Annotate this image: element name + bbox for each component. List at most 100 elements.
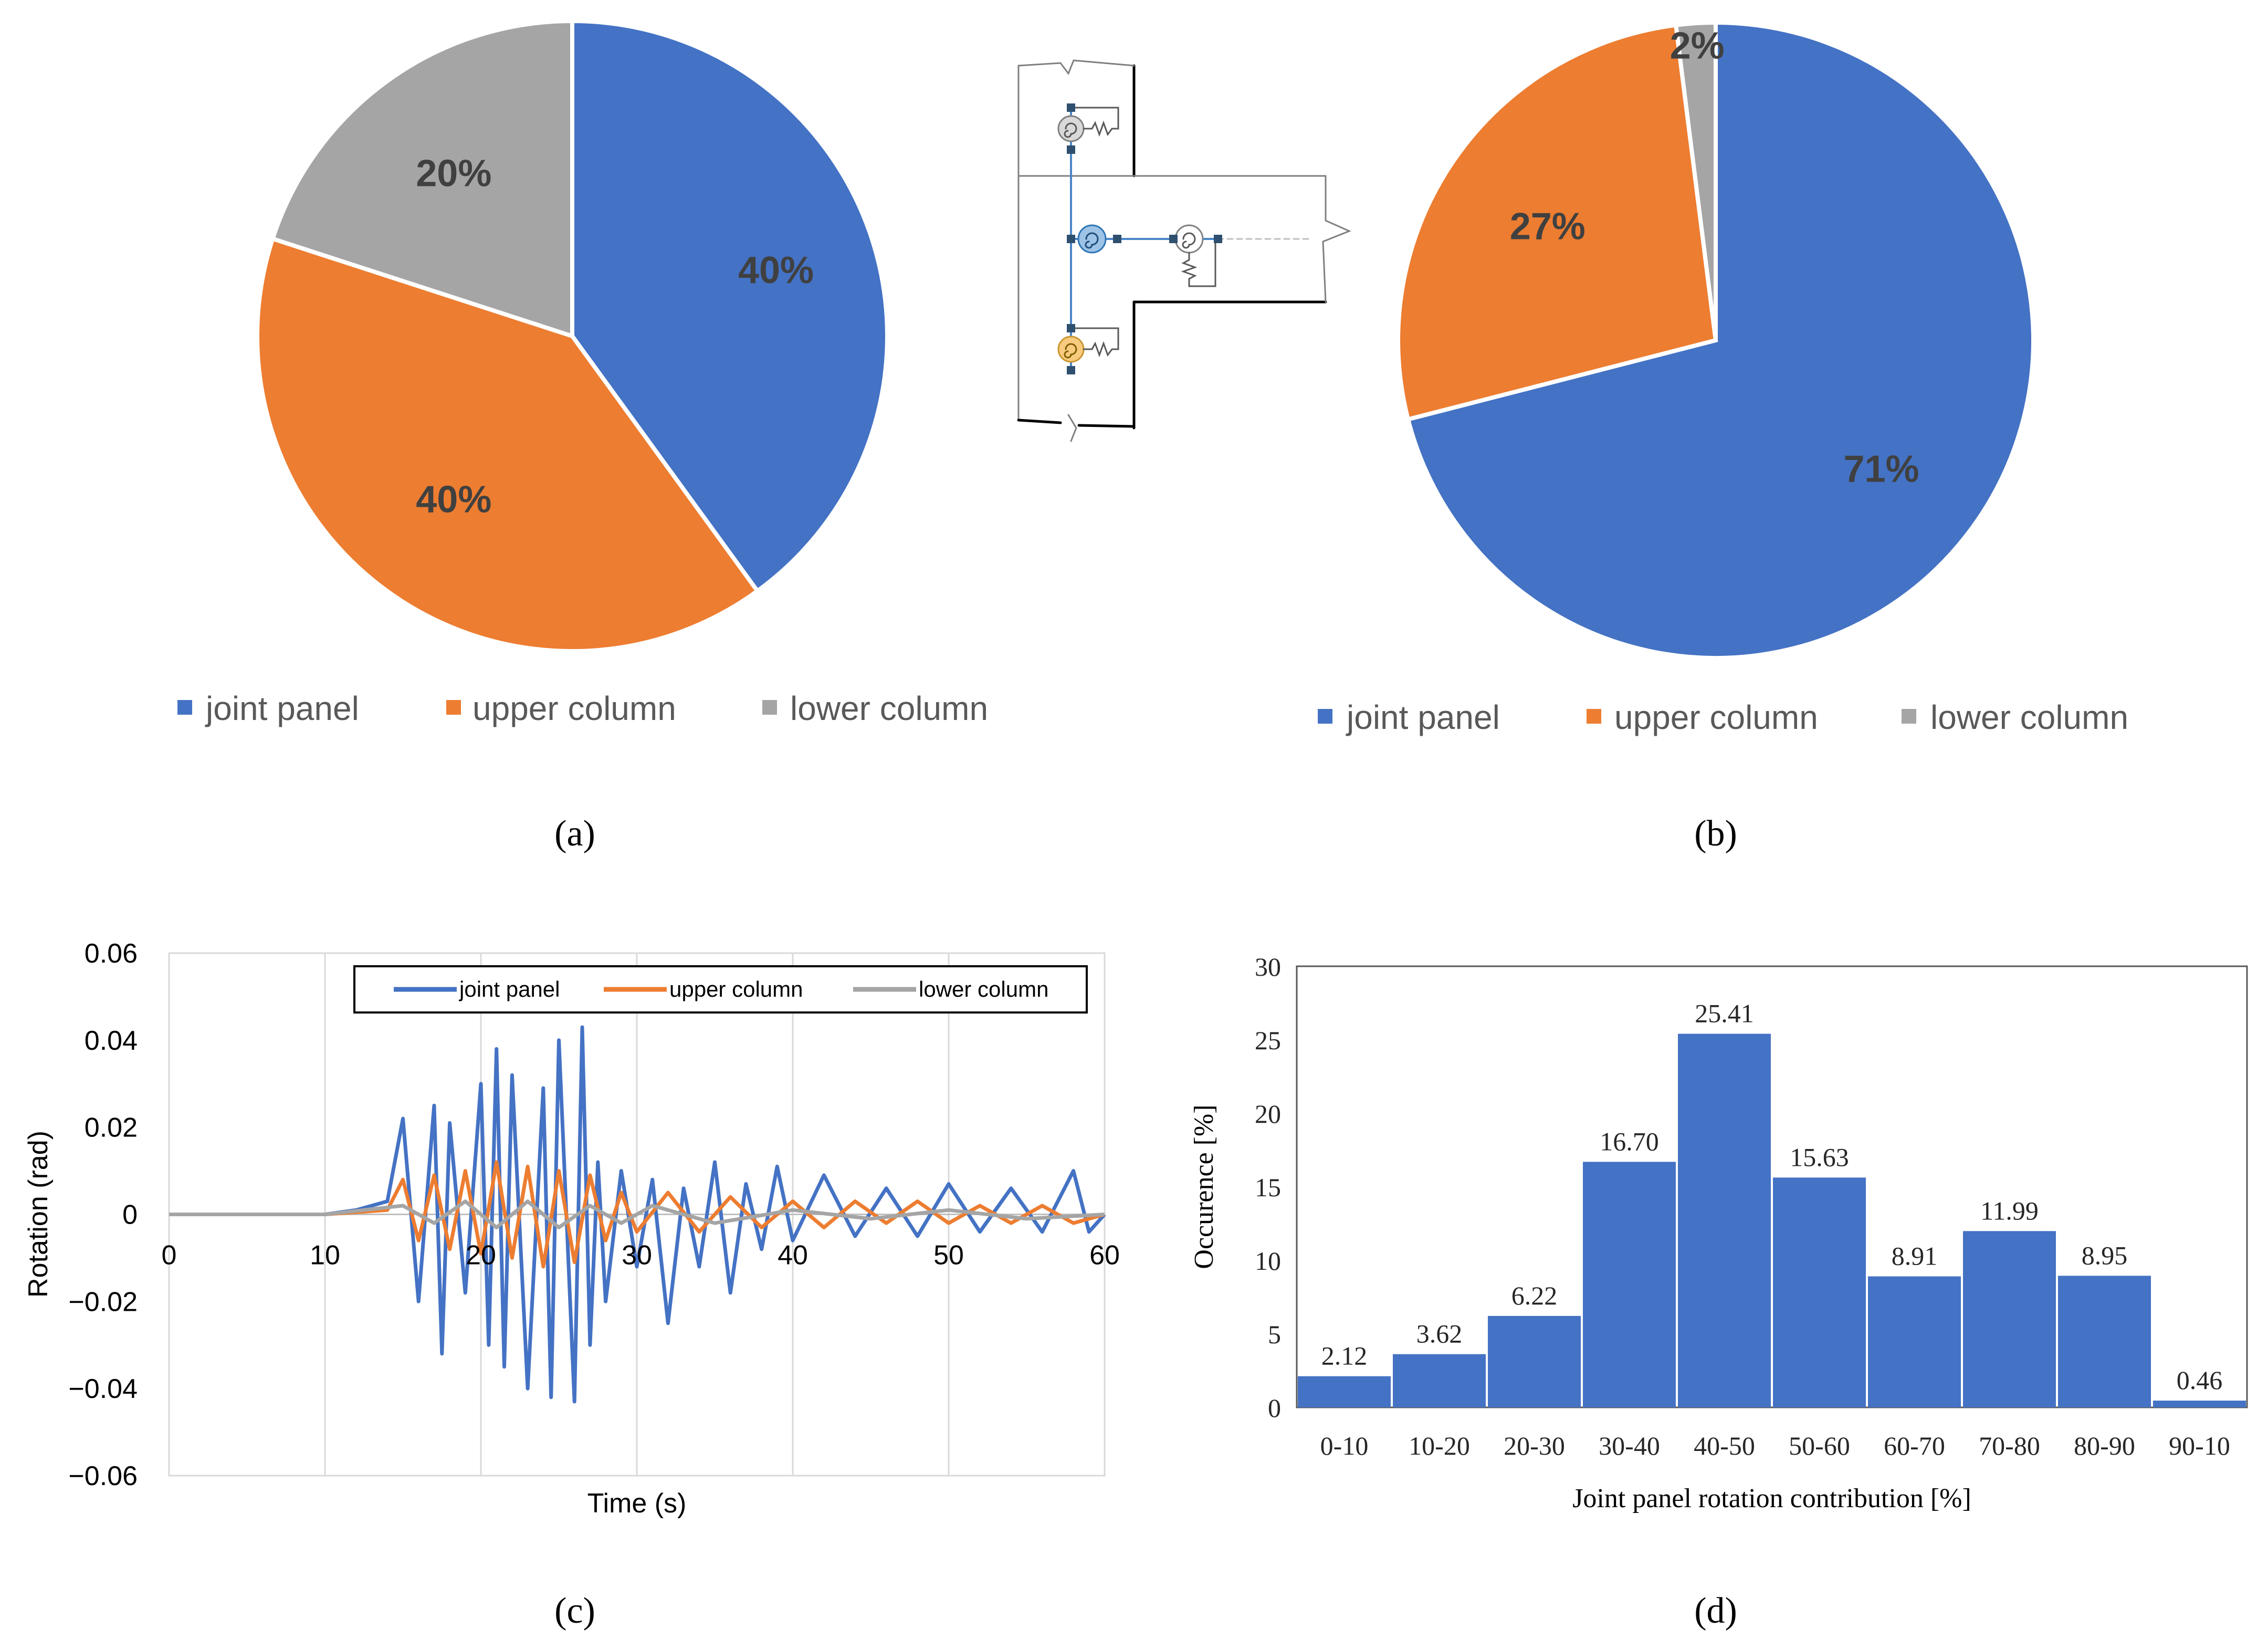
schematic-bottom-edge — [1017, 419, 1136, 428]
bar-data-label-40-50: 25.41 — [1695, 999, 1754, 1028]
x-tick-label-d: 80-90 — [2074, 1431, 2135, 1460]
x-tick-label-c: 50 — [933, 1240, 964, 1271]
y-axis-label-d: Occurence [%] — [1189, 1104, 1219, 1269]
lower-column-spring-icon — [1057, 324, 1119, 374]
bars-d: 2.12 3.62 6.22 16.70 25.41 15.63 8.91 11.99 8.95… — [1298, 999, 2246, 1407]
legend-b-label-lower-column: lower column — [1930, 698, 2128, 736]
x-axis-label-d: Joint panel rotation contribution [%] — [1572, 1484, 1971, 1513]
series-line-upper-column — [169, 1160, 1105, 1269]
bar-60-70 — [1868, 1276, 1961, 1407]
bar-data-label-50-60: 15.63 — [1790, 1142, 1849, 1172]
legend-c-label-joint-panel: joint panel — [458, 977, 560, 1001]
x-tick-label-c: 20 — [466, 1240, 496, 1271]
schematic-top-break — [1017, 59, 1135, 76]
line-chart-c: 0 10 20 30 40 50 60 0.06 0.04 0.02 0 −0.02 −0.04 −0.0… — [23, 938, 1120, 1519]
series-line-joint-panel — [169, 1025, 1106, 1404]
y-tick-label-d: 10 — [1255, 1246, 1281, 1276]
legend-c-label-upper-column: upper column — [669, 977, 803, 1001]
series-group-c — [169, 1025, 1106, 1404]
x-tick-label-d: 30-40 — [1599, 1431, 1660, 1460]
joint-panel-spring-icon — [1067, 224, 1121, 254]
bar-40-50 — [1678, 1033, 1771, 1407]
y-tick-label-d: 30 — [1255, 952, 1281, 981]
pie-b-label-lower-column: 2% — [1670, 25, 1725, 67]
legend-a-label-joint-panel: joint panel — [205, 690, 359, 727]
beam-spring-icon — [1169, 224, 1222, 287]
schematic-beam-break — [1322, 175, 1351, 303]
bar-data-label-80-90: 8.95 — [2082, 1240, 2128, 1270]
x-tick-label-c: 30 — [622, 1240, 652, 1271]
ticks-c: 0 10 20 30 40 50 60 0.06 0.04 0.02 0 −0.02 −0.04 −0.0… — [68, 938, 1120, 1491]
pie-b-label-joint-panel: 71% — [1843, 448, 1919, 490]
pie-a-label-lower-column: 20% — [416, 152, 491, 194]
legend-a-label-lower-column: lower column — [790, 690, 988, 727]
legend-b-label-joint-panel: joint panel — [1346, 698, 1500, 736]
pie-a-label-joint-panel: 40% — [738, 249, 814, 291]
legend-a-label-upper-column: upper column — [472, 690, 676, 727]
x-tick-label-c: 40 — [778, 1240, 808, 1271]
joint-schematic-diagram — [1017, 59, 1351, 442]
x-tick-label-c: 0 — [162, 1240, 177, 1271]
y-tick-label-c: 0 — [122, 1200, 138, 1230]
bar-data-label-10-20: 3.62 — [1416, 1319, 1463, 1349]
x-axis-label-c: Time (s) — [587, 1488, 687, 1519]
bar-90-10 — [2153, 1401, 2246, 1407]
pie-a-slice-joint-panel — [570, 18, 889, 594]
x-tick-label-d: 90-10 — [2169, 1431, 2230, 1460]
bar-data-label-20-30: 6.22 — [1511, 1281, 1558, 1310]
bar-data-label-0-10: 2.12 — [1321, 1341, 1368, 1371]
y-tick-label-d: 20 — [1255, 1099, 1281, 1129]
y-tick-label-d: 15 — [1255, 1173, 1281, 1202]
legend-c: joint panel upper column lower column — [353, 965, 1088, 1014]
bar-50-60 — [1773, 1177, 1866, 1407]
ticks-d: 0-10 10-20 20-30 30-40 40-50 50-60 60-70 70-80 8… — [1255, 952, 2230, 1460]
pie-b-slice-lower-column — [1673, 20, 1718, 341]
x-tick-label-d: 10-20 — [1409, 1431, 1470, 1460]
caption-d: (d) — [1694, 1591, 1737, 1631]
legend-c-label-lower-column: lower column — [919, 977, 1048, 1001]
y-tick-label-d: 5 — [1268, 1320, 1281, 1349]
legend-b-swatch-lower-column — [1902, 709, 1916, 724]
x-tick-label-c: 60 — [1089, 1240, 1120, 1271]
pie-a-slice-upper-column — [255, 236, 761, 653]
bar-20-30 — [1488, 1315, 1581, 1407]
pie-b-slice-upper-column — [1396, 23, 1718, 422]
x-tick-label-c: 10 — [310, 1240, 340, 1271]
pie-a-slice-lower-column — [270, 18, 574, 339]
legend-a-swatch-joint-panel — [177, 700, 192, 715]
bar-data-label-70-80: 11.99 — [1980, 1196, 2039, 1225]
pie-chart-b: 71% 27% 2% — [1396, 20, 2035, 660]
bar-0-10 — [1298, 1376, 1391, 1407]
pie-b-label-upper-column: 27% — [1510, 205, 1586, 247]
upper-column-spring-icon — [1057, 103, 1119, 154]
y-tick-label-c: −0.06 — [68, 1461, 138, 1491]
bar-data-label-90-10: 0.46 — [2177, 1365, 2223, 1395]
legend-b-swatch-joint-panel — [1318, 709, 1332, 724]
bar-chart-d: 2.12 3.62 6.22 16.70 25.41 15.63 8.91 11.99 8.95… — [1189, 952, 2248, 1513]
bar-30-40 — [1583, 1162, 1676, 1407]
legend-a-swatch-upper-column — [446, 700, 461, 715]
caption-b: (b) — [1694, 813, 1737, 854]
y-tick-label-c: −0.04 — [68, 1374, 138, 1404]
y-tick-label-c: 0.04 — [85, 1026, 138, 1056]
y-tick-label-c: −0.02 — [68, 1287, 138, 1317]
x-tick-label-d: 40-50 — [1694, 1431, 1755, 1460]
y-tick-label-d: 25 — [1255, 1026, 1281, 1055]
bar-data-label-60-70: 8.91 — [1892, 1241, 1938, 1271]
caption-c: (c) — [554, 1591, 595, 1631]
bar-10-20 — [1393, 1354, 1486, 1407]
bar-data-label-30-40: 16.70 — [1600, 1126, 1659, 1156]
legend-a-swatch-lower-column — [762, 700, 777, 715]
legend-b-label-upper-column: upper column — [1614, 698, 1818, 736]
plot-area-border-d — [1296, 965, 2248, 1408]
pie-a-label-upper-column: 40% — [416, 479, 491, 521]
bar-80-90 — [2058, 1276, 2151, 1407]
schematic-bottom-break — [1067, 414, 1077, 442]
y-tick-label-c: 0.02 — [85, 1113, 138, 1143]
x-tick-label-d: 60-70 — [1884, 1431, 1945, 1460]
x-tick-label-d: 70-80 — [1979, 1431, 2040, 1460]
bar-70-80 — [1963, 1231, 2056, 1407]
y-axis-label-c: Rotation (rad) — [23, 1131, 54, 1298]
x-tick-label-d: 0-10 — [1320, 1431, 1369, 1460]
